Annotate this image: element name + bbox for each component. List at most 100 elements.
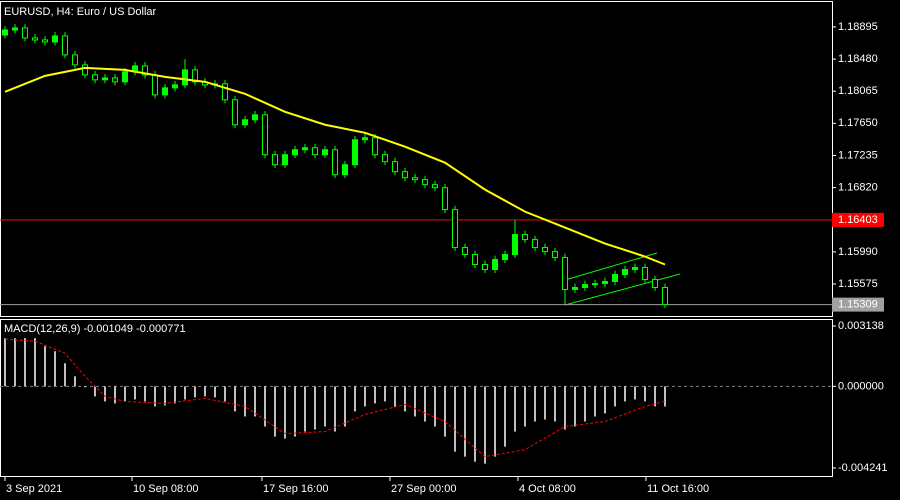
histogram-bar bbox=[414, 386, 416, 417]
y-tick-label: 1.18065 bbox=[838, 85, 878, 97]
histogram-bar bbox=[224, 386, 226, 402]
candle-body bbox=[512, 234, 518, 256]
candle-body bbox=[112, 77, 118, 83]
candle-body bbox=[322, 149, 328, 156]
histogram-bar bbox=[104, 386, 106, 402]
moving-average bbox=[4, 66, 666, 266]
histogram-bar bbox=[214, 386, 216, 398]
candle-body bbox=[282, 154, 288, 166]
histogram-bar bbox=[424, 386, 426, 422]
candle-body bbox=[62, 35, 68, 56]
histogram-bar bbox=[204, 386, 206, 397]
indicator-title: MACD(12,26,9) -0.001049 -0.000771 bbox=[4, 323, 186, 335]
candle-body bbox=[542, 247, 548, 253]
histogram-bar bbox=[94, 386, 96, 397]
histogram-bar bbox=[114, 386, 116, 404]
y-tick-label: 0.003138 bbox=[838, 320, 884, 332]
histogram-bar bbox=[604, 386, 606, 414]
candle-body bbox=[82, 64, 88, 76]
y-tick-label: 1.15575 bbox=[838, 278, 878, 290]
histogram-bar bbox=[14, 338, 16, 387]
price-level-box bbox=[832, 212, 884, 227]
histogram-bar bbox=[334, 386, 336, 432]
candle-body bbox=[352, 139, 358, 166]
x-tick-label: 3 Sep 2021 bbox=[6, 483, 62, 495]
candle-body bbox=[422, 179, 428, 186]
candle-body bbox=[472, 254, 478, 266]
candle-body bbox=[32, 37, 38, 41]
y-tick-label: 1.16820 bbox=[838, 182, 878, 194]
histogram-bar bbox=[254, 386, 256, 417]
histogram-bar bbox=[634, 386, 636, 400]
candle-body bbox=[52, 35, 58, 43]
histogram-bar bbox=[574, 386, 576, 427]
candle-body bbox=[382, 154, 388, 163]
candle-body bbox=[622, 269, 628, 275]
histogram-bar bbox=[54, 351, 56, 387]
candle-body bbox=[602, 280, 608, 285]
histogram-bar bbox=[364, 386, 366, 407]
histogram-bar bbox=[274, 386, 276, 437]
histogram-bar bbox=[444, 386, 446, 437]
histogram-bar bbox=[584, 386, 586, 422]
histogram-bar bbox=[64, 363, 66, 387]
candle-body bbox=[582, 283, 588, 289]
histogram-bar bbox=[84, 386, 86, 388]
candle-body bbox=[372, 137, 378, 156]
candle-body bbox=[182, 69, 188, 86]
histogram-bar bbox=[354, 386, 356, 412]
histogram-bar bbox=[284, 386, 286, 439]
y-tick-label: -0.004241 bbox=[838, 462, 888, 474]
candle-body bbox=[192, 69, 198, 83]
candle-body bbox=[22, 27, 28, 39]
candle-body bbox=[252, 114, 258, 121]
histogram-bar bbox=[474, 386, 476, 462]
histogram-bar bbox=[554, 386, 556, 422]
candle-body bbox=[572, 287, 578, 290]
histogram-bar bbox=[4, 338, 6, 387]
candle-body bbox=[632, 267, 638, 271]
trend-channel bbox=[564, 273, 681, 306]
candle-body bbox=[72, 54, 78, 66]
x-tick-label: 11 Oct 16:00 bbox=[647, 483, 709, 495]
histogram-bar bbox=[234, 386, 236, 412]
histogram-bar bbox=[654, 386, 656, 407]
candle-body bbox=[242, 119, 248, 126]
y-tick-label: 0.000000 bbox=[838, 380, 884, 392]
candle-body bbox=[272, 154, 278, 166]
histogram-bar bbox=[124, 386, 126, 402]
candle-body bbox=[592, 283, 598, 286]
candle-body bbox=[12, 27, 18, 31]
candle-body bbox=[392, 161, 398, 173]
candle-body bbox=[102, 77, 108, 81]
candle-body bbox=[262, 114, 268, 156]
price-level-box bbox=[832, 297, 884, 312]
histogram-bar bbox=[614, 386, 616, 407]
histogram-bar bbox=[434, 386, 436, 427]
histogram-bar bbox=[594, 386, 596, 417]
candle-body bbox=[412, 177, 418, 181]
histogram-bar bbox=[74, 376, 76, 387]
y-tick-label: 1.17235 bbox=[838, 149, 878, 161]
candle-body bbox=[552, 251, 558, 259]
candle-body bbox=[312, 147, 318, 156]
histogram-bar bbox=[664, 386, 666, 407]
histogram-bar bbox=[144, 386, 146, 402]
histogram-bar bbox=[504, 386, 506, 447]
x-tick-label: 27 Sep 00:00 bbox=[391, 483, 456, 495]
candle-body bbox=[662, 287, 668, 306]
histogram-bar bbox=[484, 386, 486, 464]
candle-body bbox=[232, 99, 238, 126]
candle-body bbox=[442, 187, 448, 211]
histogram-bar bbox=[194, 386, 196, 398]
candle-body bbox=[562, 257, 568, 290]
candle-body bbox=[162, 87, 168, 96]
candle-body bbox=[302, 147, 308, 151]
histogram-bar bbox=[524, 386, 526, 427]
histogram-bar bbox=[454, 386, 456, 452]
candle-body bbox=[222, 83, 228, 101]
histogram-bar bbox=[344, 386, 346, 427]
price-level-label: 1.16403 bbox=[838, 214, 878, 226]
y-tick-label: 1.18480 bbox=[838, 53, 878, 65]
